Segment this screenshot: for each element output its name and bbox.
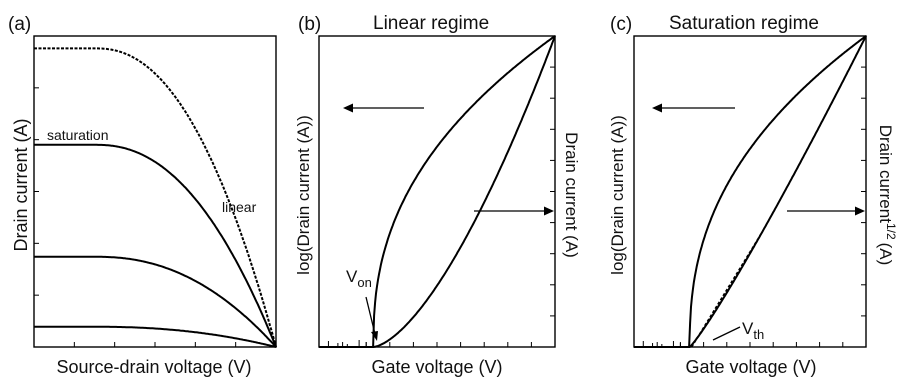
output-curve bbox=[34, 325, 277, 348]
marker-c: Vth bbox=[742, 319, 764, 342]
log-current-curve-c bbox=[634, 35, 867, 348]
panel-title-c: Saturation regime bbox=[669, 13, 819, 34]
threshold-fit-line-c bbox=[690, 232, 763, 348]
panel-label-c: (c) bbox=[610, 14, 632, 35]
marker-pointer-head-b bbox=[371, 331, 378, 341]
output-curve bbox=[34, 255, 277, 348]
ticks-a bbox=[34, 87, 237, 347]
arrowhead-left-c bbox=[652, 103, 662, 113]
y-axis-label-a: Drain current (A) bbox=[11, 118, 31, 251]
curves-c bbox=[634, 35, 867, 348]
annotation-saturation: saturation bbox=[47, 127, 108, 143]
marker-b: Von bbox=[346, 267, 372, 290]
x-axis-label-c: Gate voltage (V) bbox=[685, 357, 816, 377]
panel-title-b: Linear regime bbox=[373, 13, 489, 34]
log-current-curve-b bbox=[319, 35, 556, 348]
marker-pointer-c bbox=[712, 326, 741, 341]
arrowhead-right-c bbox=[855, 206, 865, 216]
sqrt-current-curve-c bbox=[634, 35, 867, 348]
x-axis-label-b: Gate voltage (V) bbox=[371, 357, 502, 377]
x-axis-label-a: Source-drain voltage (V) bbox=[56, 357, 251, 377]
plot-frame-a bbox=[33, 35, 277, 348]
output-curve bbox=[34, 47, 277, 348]
plot-frame-c bbox=[633, 35, 867, 348]
output-curve bbox=[34, 143, 277, 348]
marker-pointer-b bbox=[365, 296, 376, 335]
y-axis-label-left-b: log(Drain current (A)) bbox=[294, 115, 313, 275]
linear-current-curve-b bbox=[319, 35, 556, 348]
curves-a bbox=[34, 47, 277, 348]
annotation-linear: linear bbox=[222, 199, 257, 215]
ticks-c bbox=[656, 66, 866, 347]
panel-label-b: (b) bbox=[298, 14, 321, 35]
panel-b: (b) Linear regime Von log(Drain current … bbox=[294, 13, 581, 377]
panel-label-a: (a) bbox=[8, 14, 31, 35]
panel-a: (a) saturation linear Drain current (A) … bbox=[8, 14, 277, 377]
curves-b bbox=[319, 35, 556, 348]
y-axis-label-left-c: log(Drain current (A)) bbox=[608, 115, 627, 275]
panel-c: (c) Saturation regime Vth log(Drain curr… bbox=[608, 13, 898, 377]
plot-frame-b bbox=[318, 35, 556, 348]
y-axis-label-right-b: Drain current (A) bbox=[562, 132, 581, 258]
y-axis-label-right-c: Drain current1/2(A) bbox=[876, 125, 898, 266]
arrowhead-right-b bbox=[544, 206, 554, 216]
arrowhead-left-b bbox=[343, 103, 353, 113]
